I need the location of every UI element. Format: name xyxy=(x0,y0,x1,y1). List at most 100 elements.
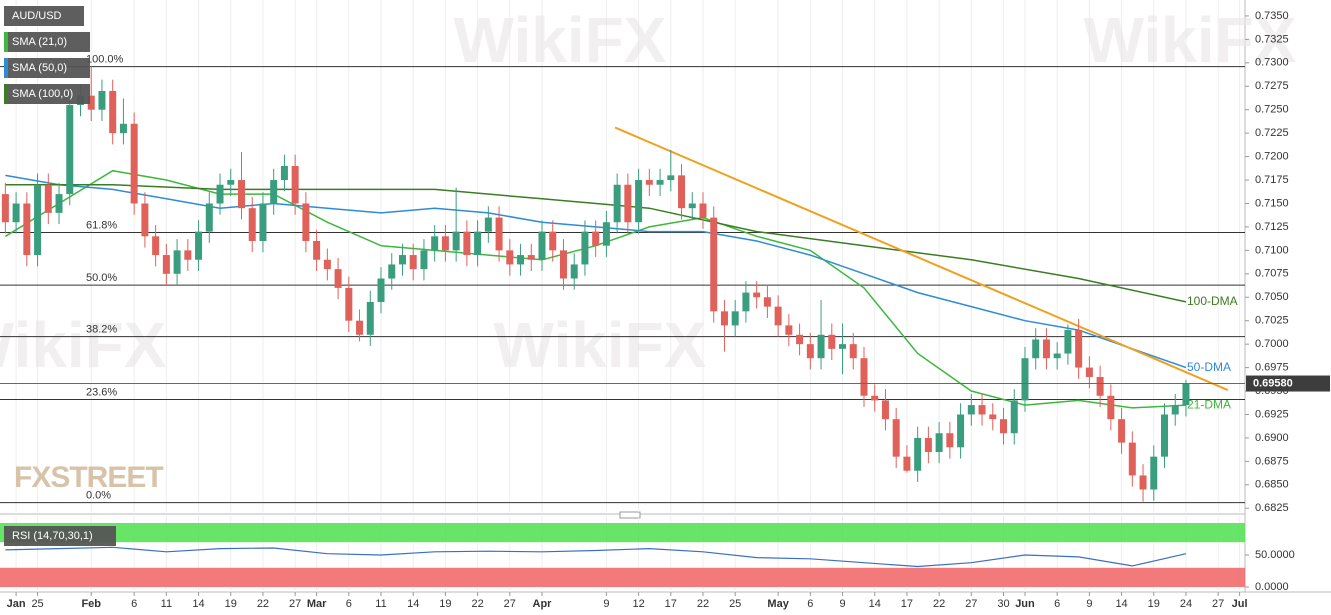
candle-body xyxy=(291,165,299,204)
candle-body xyxy=(302,203,310,241)
y-tick-label: 0.6975 xyxy=(1255,361,1289,373)
candle-body xyxy=(517,255,525,265)
fib-label: 0.0% xyxy=(86,490,111,502)
x-tick-label: 24 xyxy=(1180,598,1192,610)
candle-body xyxy=(356,320,364,335)
candle-body xyxy=(892,419,900,457)
candle-body xyxy=(173,250,181,274)
candle-body xyxy=(452,231,460,251)
candle-body xyxy=(860,358,868,396)
legend-label: AUD/USD xyxy=(12,10,62,22)
legend-label: SMA (21,0) xyxy=(12,36,67,48)
candle-body xyxy=(849,344,857,359)
x-tick-label: 27 xyxy=(289,598,301,610)
candle-body xyxy=(1085,367,1093,377)
fib-label: 61.8% xyxy=(86,219,117,231)
candle-body xyxy=(495,217,503,251)
x-tick-label: Jan xyxy=(7,598,26,610)
candle-body xyxy=(1021,358,1029,401)
candle-body xyxy=(420,250,428,270)
candle-body xyxy=(656,180,664,185)
last-price-label: 0.69580 xyxy=(1253,377,1293,389)
candle-body xyxy=(377,278,385,302)
legend-swatch xyxy=(4,58,8,78)
y-tick-label: 0.7250 xyxy=(1255,104,1289,116)
candle-body xyxy=(441,236,449,251)
watermark: WikiFX xyxy=(0,309,167,381)
rsi-line xyxy=(5,546,1187,568)
y-tick-label: 0.7050 xyxy=(1255,291,1289,303)
x-tick-label: 25 xyxy=(729,598,741,610)
legend-box[interactable] xyxy=(4,32,90,52)
candle-body xyxy=(23,203,31,256)
legend-box[interactable] xyxy=(4,58,90,78)
legend-box[interactable] xyxy=(4,6,84,26)
candle-body xyxy=(216,184,224,204)
y-tick-label: 0.7025 xyxy=(1255,315,1289,327)
y-tick-label: 0.0000 xyxy=(1255,581,1289,593)
x-tick-label: 6 xyxy=(131,598,137,610)
candle-body xyxy=(474,231,482,256)
x-tick-label: 22 xyxy=(933,598,945,610)
y-tick-label: 0.7150 xyxy=(1255,197,1289,209)
x-tick-label: 9 xyxy=(1086,598,1092,610)
candle-body xyxy=(506,250,514,265)
x-tick-label: Feb xyxy=(81,598,101,610)
x-tick-label: 6 xyxy=(346,598,352,610)
y-tick-label: 0.6925 xyxy=(1255,408,1289,420)
candle-body xyxy=(484,217,492,232)
x-tick-label: 30 xyxy=(997,598,1009,610)
ma-label: 21-DMA xyxy=(1187,397,1231,411)
x-tick-label: 6 xyxy=(807,598,813,610)
ma-label: 100-DMA xyxy=(1187,294,1238,308)
candle-body xyxy=(924,437,932,452)
ma-label: 50-DMA xyxy=(1187,360,1231,374)
candle-body xyxy=(1096,376,1104,396)
y-tick-label: 0.7325 xyxy=(1255,33,1289,45)
panel-handle[interactable] xyxy=(619,511,641,519)
candle-body xyxy=(1107,395,1115,420)
x-tick-label: 22 xyxy=(257,598,269,610)
candle-body xyxy=(1128,442,1136,476)
legend-box[interactable] xyxy=(4,84,90,104)
candle-body xyxy=(710,217,718,312)
candle-body xyxy=(323,259,331,270)
candle-body xyxy=(130,123,138,204)
overbought-band xyxy=(0,523,1245,543)
candle-body xyxy=(796,334,804,345)
candle-body xyxy=(1042,339,1050,359)
candle-body xyxy=(678,175,686,209)
y-tick-label: 0.7175 xyxy=(1255,174,1289,186)
y-tick-label: 0.7125 xyxy=(1255,221,1289,233)
y-tick-label: 0.7300 xyxy=(1255,57,1289,69)
legend-box[interactable] xyxy=(4,526,116,546)
candle-body xyxy=(839,344,847,349)
candle-body xyxy=(409,255,417,270)
candle-body xyxy=(313,240,321,260)
plot: 100.0% 61.8% 50.0% 38.2% 23.6% 0.0% 21-DMA 50-D… xyxy=(0,53,1245,504)
candle-body xyxy=(98,90,106,110)
x-tick-label: 14 xyxy=(869,598,881,610)
watermark: WikiFX xyxy=(1084,4,1297,76)
fib-label: 38.2% xyxy=(86,324,117,336)
x-tick-label: 27 xyxy=(1212,598,1224,610)
candle-body xyxy=(162,255,170,274)
y-tick-label: 0.6875 xyxy=(1255,455,1289,467)
candle-body xyxy=(602,222,610,246)
x-tick-label: Apr xyxy=(533,598,553,610)
x-tick-label: 14 xyxy=(407,598,419,610)
legend-swatch xyxy=(4,32,8,52)
x-tick-label: 19 xyxy=(439,598,451,610)
candle-body xyxy=(1032,339,1040,359)
candle-body xyxy=(763,297,771,307)
candle-body xyxy=(871,395,879,401)
candle-body xyxy=(828,334,836,349)
candle-body xyxy=(34,184,42,256)
oversold-band xyxy=(0,567,1245,587)
x-tick-label: 12 xyxy=(632,598,644,610)
candle-body xyxy=(1150,456,1158,490)
candle-body xyxy=(205,203,213,232)
y-tick-label: 0.7075 xyxy=(1255,268,1289,280)
candle-body xyxy=(538,231,546,260)
